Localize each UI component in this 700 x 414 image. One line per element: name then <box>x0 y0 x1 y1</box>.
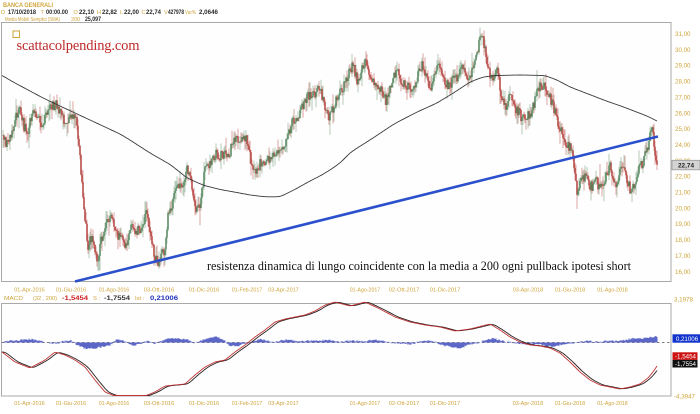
svg-text:scattacolpending.com: scattacolpending.com <box>17 38 141 54</box>
svg-text:01-Ago-2018: 01-Ago-2018 <box>597 288 628 294</box>
svg-text:03-Apr-2017: 03-Apr-2017 <box>268 401 299 407</box>
svg-text:01-Ago-2017: 01-Ago-2017 <box>350 288 381 294</box>
svg-text:C: C <box>142 10 146 16</box>
svg-text:01-Feb-2017: 01-Feb-2017 <box>232 401 263 407</box>
svg-text:22,82: 22,82 <box>102 9 117 16</box>
svg-text:L: L <box>120 10 123 16</box>
svg-text:31,00: 31,00 <box>675 31 691 38</box>
svg-text:03-Apr-2018: 03-Apr-2018 <box>513 401 544 407</box>
svg-text:01-Ago-2018: 01-Ago-2018 <box>597 401 628 407</box>
svg-text:16,00: 16,00 <box>675 269 691 276</box>
svg-text:427978: 427978 <box>168 9 184 16</box>
svg-text:01-Giu-2018: 01-Giu-2018 <box>555 401 586 407</box>
svg-text:3,1978: 3,1978 <box>674 296 693 303</box>
svg-text:-1,7554: -1,7554 <box>104 295 131 302</box>
svg-text:20,00: 20,00 <box>675 205 691 212</box>
svg-text:22,10: 22,10 <box>79 9 94 16</box>
svg-text:03-Ott-2016: 03-Ott-2016 <box>144 288 175 294</box>
svg-text:22,00: 22,00 <box>124 9 139 16</box>
svg-text:01-Ago-2016: 01-Ago-2016 <box>99 401 130 407</box>
svg-text:19,00: 19,00 <box>675 221 691 228</box>
svg-text:O: O <box>74 10 79 16</box>
svg-text:D: D <box>1 10 5 16</box>
svg-text:25,097: 25,097 <box>85 16 101 23</box>
svg-text:-1,5454: -1,5454 <box>62 295 89 302</box>
svg-text:Var%: Var% <box>185 10 196 16</box>
svg-text:22,74: 22,74 <box>146 9 161 16</box>
svg-text:00:00.00: 00:00.00 <box>46 9 68 16</box>
svg-text:28,00: 28,00 <box>675 79 691 86</box>
svg-text:03-Apr-2018: 03-Apr-2018 <box>513 288 544 294</box>
svg-text:22,00: 22,00 <box>675 174 691 181</box>
svg-text:02-Ott-2017: 02-Ott-2017 <box>389 401 420 407</box>
svg-text:resistenza dinamica di lungo c: resistenza dinamica di lungo coincidente… <box>207 259 632 273</box>
svg-text:17/10/2018: 17/10/2018 <box>8 9 36 16</box>
svg-text:21,00: 21,00 <box>675 190 691 197</box>
svg-text:01-Giu-2018: 01-Giu-2018 <box>555 288 586 294</box>
svg-text:01-Ago-2017: 01-Ago-2017 <box>350 401 381 407</box>
svg-text:02-Ott-2017: 02-Ott-2017 <box>389 288 420 294</box>
svg-text:Ist :: Ist : <box>135 296 145 302</box>
svg-text:-4,3947: -4,3947 <box>674 394 696 401</box>
svg-text:01-Dic-2017: 01-Dic-2017 <box>430 288 461 294</box>
svg-text:200: 200 <box>71 17 80 23</box>
svg-text:S :: S : <box>93 296 100 302</box>
svg-text:25,00: 25,00 <box>675 126 691 133</box>
svg-text:MACD: MACD <box>4 296 23 302</box>
svg-text:03-Apr-2017: 03-Apr-2017 <box>268 288 299 294</box>
svg-text:01-Dic-2016: 01-Dic-2016 <box>189 288 220 294</box>
svg-text:BANCA GENERALI: BANCA GENERALI <box>3 2 53 9</box>
svg-text:24,00: 24,00 <box>675 142 691 149</box>
svg-text:18,00: 18,00 <box>675 237 691 244</box>
svg-text:01-Apr-2016: 01-Apr-2016 <box>14 288 45 294</box>
svg-text:01-Feb-2017: 01-Feb-2017 <box>232 288 263 294</box>
svg-text:0,21006: 0,21006 <box>150 295 179 302</box>
svg-text:26,00: 26,00 <box>675 110 691 117</box>
svg-text:03-Ott-2016: 03-Ott-2016 <box>144 401 175 407</box>
svg-text:01-Giu-2016: 01-Giu-2016 <box>56 401 87 407</box>
svg-text:29,00: 29,00 <box>675 63 691 70</box>
svg-text:27,00: 27,00 <box>675 94 691 101</box>
svg-text:22,74: 22,74 <box>678 162 694 169</box>
svg-text:Media Mobili Semplici (SMA): Media Mobili Semplici (SMA) <box>5 17 60 23</box>
svg-text:01-Ago-2016: 01-Ago-2016 <box>99 288 130 294</box>
svg-text:(32 , 200): (32 , 200) <box>33 296 57 302</box>
svg-text:0,21006: 0,21006 <box>676 336 699 343</box>
svg-text:T: T <box>41 10 45 16</box>
svg-text:01-Giu-2016: 01-Giu-2016 <box>56 288 87 294</box>
svg-text:-1,5454: -1,5454 <box>675 354 697 361</box>
svg-text:01-Apr-2016: 01-Apr-2016 <box>14 401 45 407</box>
svg-text:-1,7554: -1,7554 <box>675 361 697 368</box>
svg-text:01-Dic-2016: 01-Dic-2016 <box>189 401 220 407</box>
svg-text:17,00: 17,00 <box>675 253 691 260</box>
svg-text:30,00: 30,00 <box>675 47 691 54</box>
svg-text:V: V <box>164 10 168 16</box>
svg-text:2,0646: 2,0646 <box>199 9 218 16</box>
svg-text:01-Dic-2017: 01-Dic-2017 <box>430 401 461 407</box>
svg-text:H: H <box>97 10 101 16</box>
